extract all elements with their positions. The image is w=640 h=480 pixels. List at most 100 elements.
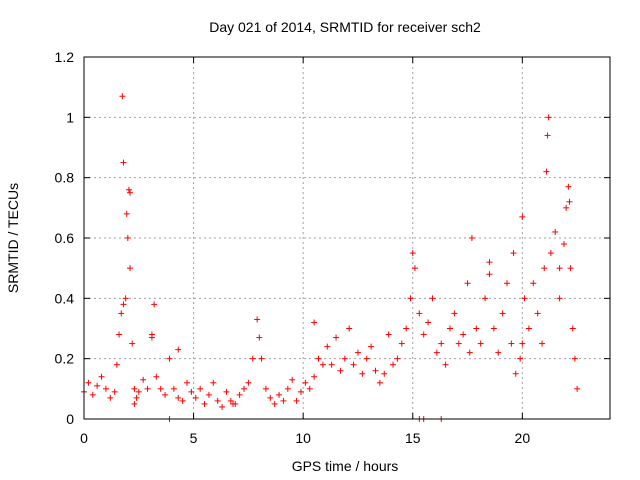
x-tick-label: 5 xyxy=(190,430,198,446)
data-point xyxy=(409,250,416,257)
data-point xyxy=(368,343,375,350)
data-point xyxy=(519,213,526,220)
data-point xyxy=(416,310,423,317)
data-point xyxy=(205,391,212,398)
data-point xyxy=(179,397,186,404)
data-point xyxy=(131,385,138,392)
data-point xyxy=(151,301,158,308)
data-point xyxy=(543,168,550,175)
data-point xyxy=(477,340,484,347)
data-point xyxy=(394,355,401,362)
data-point xyxy=(438,340,445,347)
data-point xyxy=(565,183,572,190)
data-point xyxy=(184,379,191,386)
data-point xyxy=(530,280,537,287)
data-point xyxy=(153,373,160,380)
data-point xyxy=(563,204,570,211)
data-point xyxy=(227,397,234,404)
data-point xyxy=(468,235,475,241)
data-point xyxy=(311,319,318,326)
data-point xyxy=(240,385,247,392)
data-point xyxy=(521,295,528,302)
data-point xyxy=(517,355,524,362)
data-point xyxy=(525,325,532,332)
data-point xyxy=(102,385,109,392)
data-point xyxy=(341,355,348,362)
data-point xyxy=(236,391,243,398)
data-point xyxy=(293,397,300,404)
x-tick-label: 20 xyxy=(515,430,531,446)
data-point xyxy=(120,159,127,166)
data-point xyxy=(133,394,140,401)
data-point xyxy=(499,310,506,317)
data-point xyxy=(219,403,226,410)
data-point xyxy=(135,388,142,395)
data-point xyxy=(157,385,164,392)
series-sch2 xyxy=(81,93,581,422)
data-point xyxy=(346,325,353,332)
data-point xyxy=(350,361,357,368)
data-point xyxy=(433,349,440,356)
data-point xyxy=(271,400,278,407)
data-point xyxy=(544,132,551,139)
y-tick-label: 0.4 xyxy=(55,290,75,306)
data-point xyxy=(420,331,427,338)
y-tick-label: 0.6 xyxy=(55,230,75,246)
data-point xyxy=(284,385,291,392)
data-point xyxy=(556,265,563,272)
data-point xyxy=(175,346,182,353)
data-point xyxy=(162,391,169,398)
y-tick-label: 0 xyxy=(66,411,74,427)
data-point xyxy=(297,388,304,395)
data-point xyxy=(490,325,497,332)
data-point xyxy=(289,376,296,383)
data-point xyxy=(256,334,263,341)
data-point xyxy=(486,259,493,266)
data-point xyxy=(140,376,147,383)
data-point xyxy=(359,370,366,377)
data-point xyxy=(385,331,392,338)
data-point xyxy=(245,379,252,386)
y-axis-label: SRMTID / TECUs xyxy=(5,183,21,293)
data-point xyxy=(315,355,322,362)
data-point xyxy=(398,340,405,347)
data-point xyxy=(556,295,563,302)
data-point xyxy=(376,379,383,386)
data-point xyxy=(170,385,177,392)
data-point xyxy=(407,295,414,302)
data-point xyxy=(552,228,559,235)
data-point xyxy=(539,340,546,347)
data-point xyxy=(464,280,471,287)
data-point xyxy=(111,388,118,395)
data-point xyxy=(363,355,370,362)
data-point xyxy=(328,361,335,368)
data-point xyxy=(166,355,173,362)
data-point xyxy=(223,388,230,395)
data-point xyxy=(306,385,313,392)
data-point xyxy=(144,385,151,392)
data-point xyxy=(123,210,130,217)
data-point xyxy=(495,349,502,356)
data-point xyxy=(175,394,182,401)
data-point xyxy=(381,370,388,377)
data-point xyxy=(148,334,155,341)
data-point xyxy=(113,361,120,368)
data-point xyxy=(372,367,379,374)
data-point xyxy=(547,250,554,257)
data-point xyxy=(411,265,418,272)
data-point xyxy=(519,340,526,347)
data-point xyxy=(512,370,519,377)
data-point xyxy=(89,391,96,398)
chart-title: Day 021 of 2014, SRMTID for receiver sch… xyxy=(209,19,481,35)
data-point xyxy=(118,310,125,317)
data-point xyxy=(545,114,552,121)
data-point xyxy=(486,271,493,278)
x-tick-label: 15 xyxy=(405,430,421,446)
data-point xyxy=(460,331,467,338)
data-point xyxy=(560,241,567,248)
data-point xyxy=(429,295,436,302)
y-tick-label: 0.2 xyxy=(55,351,75,367)
data-point xyxy=(230,400,237,407)
data-point xyxy=(107,394,114,401)
